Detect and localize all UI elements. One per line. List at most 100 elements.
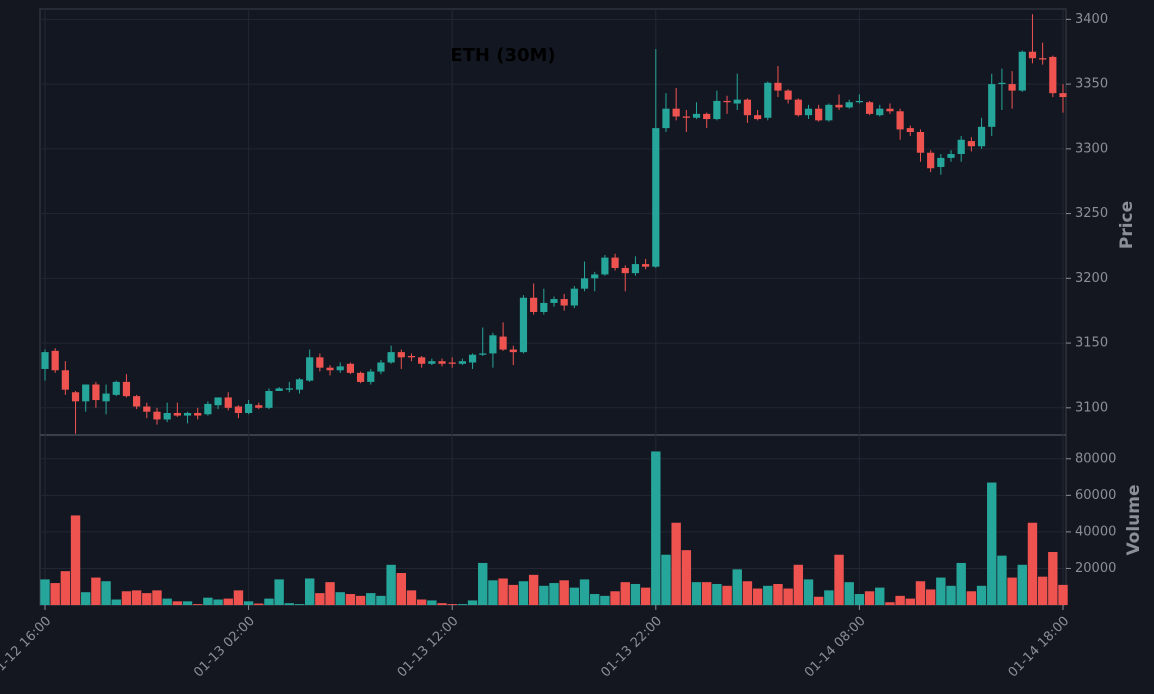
volume-bar <box>498 578 508 605</box>
volume-bar <box>50 583 60 605</box>
candle-body <box>245 403 253 413</box>
volume-bar <box>142 593 152 605</box>
candle-body <box>530 297 538 312</box>
candle-body <box>1059 93 1067 98</box>
candle-body <box>153 411 161 420</box>
volume-bar <box>81 592 91 605</box>
volume-bar <box>172 601 183 605</box>
candle-body <box>580 278 589 289</box>
volume-bar <box>427 600 437 605</box>
candle-body <box>71 392 80 402</box>
volume-bar <box>437 603 447 605</box>
volume-bar <box>569 587 580 605</box>
candle-body <box>82 384 90 402</box>
candle-body <box>1018 51 1026 91</box>
y-tick-label: 3250 <box>1075 206 1108 221</box>
volume-bar <box>325 582 335 605</box>
volume-bar <box>651 451 661 605</box>
y-tick-label: 80000 <box>1075 451 1116 466</box>
candle-body <box>825 104 833 121</box>
volume-bar <box>335 592 345 605</box>
candle-body <box>418 357 426 364</box>
volume-bar <box>925 589 936 605</box>
volume-bar <box>579 579 590 605</box>
volume-bar <box>640 587 651 605</box>
volume-bar <box>1058 584 1068 605</box>
candle-body <box>540 302 548 312</box>
y-tick-label: 3150 <box>1075 336 1108 351</box>
volume-bar <box>987 482 997 605</box>
volume-bar <box>1048 551 1058 605</box>
candle-body <box>988 84 996 127</box>
volume-bar <box>763 585 773 605</box>
volume-axis-label: Volume <box>1124 484 1144 555</box>
volume-bar <box>508 584 518 605</box>
candle-body <box>183 412 192 416</box>
volume-bar <box>681 550 692 605</box>
candle-body <box>112 381 120 395</box>
volume-bar <box>824 590 834 605</box>
candle-body <box>204 403 212 415</box>
volume-bar <box>233 590 244 605</box>
volume-bar <box>1017 564 1027 605</box>
volume-bar <box>304 578 315 605</box>
plot-frame <box>39 8 1067 606</box>
candle-body <box>774 82 782 91</box>
candle-body <box>957 139 965 155</box>
candle-body <box>642 264 650 267</box>
candle-body <box>387 352 395 363</box>
volume-bar <box>590 594 600 605</box>
candle-body <box>51 350 59 371</box>
volume-bar <box>539 585 549 605</box>
candle-body <box>692 113 701 118</box>
volume-bar <box>284 603 295 605</box>
candle-body <box>122 381 131 397</box>
volume-bar <box>366 593 376 605</box>
candle-body <box>356 372 365 382</box>
volume-bar <box>813 596 824 605</box>
candle-body <box>326 367 334 371</box>
candle-body <box>723 100 731 103</box>
candle-body <box>591 274 599 279</box>
volume-bar <box>416 599 427 605</box>
candle-body <box>285 388 293 390</box>
volume-bar <box>518 581 529 605</box>
candle-body <box>631 264 640 274</box>
candle-body <box>479 353 487 355</box>
candle-body <box>265 390 273 408</box>
candle-body <box>835 104 843 108</box>
volume-bar <box>803 579 814 605</box>
candle-body <box>876 108 884 116</box>
candle-body <box>397 352 405 358</box>
candle-body <box>407 356 416 358</box>
y-tick-label: 3300 <box>1075 141 1108 156</box>
candle-body <box>306 357 314 381</box>
candle-body <box>682 116 690 118</box>
volume-bar <box>243 601 254 605</box>
volume-bar <box>131 590 142 605</box>
volume-bar <box>1027 522 1038 605</box>
volume-bar <box>488 580 498 605</box>
candle-body <box>163 412 171 420</box>
volume-bar <box>936 577 946 605</box>
volume-bar <box>620 582 630 605</box>
candle-body <box>336 366 344 371</box>
volume-bar <box>213 599 223 605</box>
volume-bar <box>915 581 926 605</box>
volume-bar <box>162 598 172 605</box>
candle-body <box>733 99 741 104</box>
candle-body <box>1008 84 1016 91</box>
volume-bar <box>386 564 396 605</box>
candle-body <box>611 257 619 268</box>
volume-bar <box>467 600 478 605</box>
volume-bar <box>264 598 274 605</box>
volume-bar <box>752 588 763 605</box>
volume-bar <box>478 562 488 605</box>
volume-bar <box>946 585 956 605</box>
volume-bar <box>70 515 81 605</box>
volume-bar <box>691 582 702 605</box>
volume-bar <box>315 593 325 605</box>
y-tick-label: 3100 <box>1075 400 1108 415</box>
volume-bar <box>203 597 213 605</box>
